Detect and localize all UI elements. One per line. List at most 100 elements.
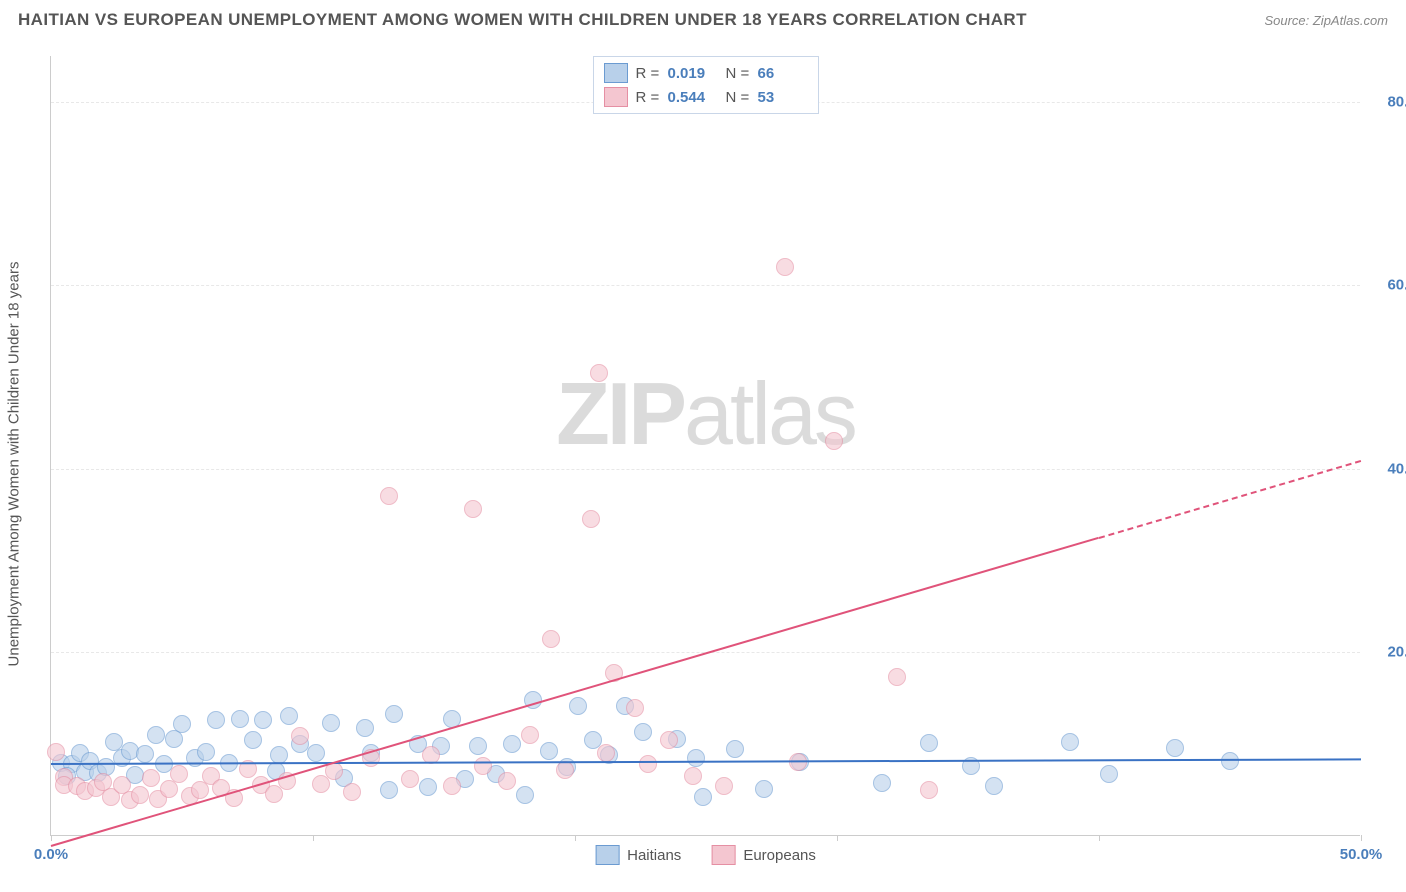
data-point (569, 697, 587, 715)
data-point (985, 777, 1003, 795)
data-point (521, 726, 539, 744)
data-point (322, 714, 340, 732)
data-point (380, 781, 398, 799)
data-point (920, 781, 938, 799)
data-point (380, 487, 398, 505)
stats-legend-row: R = 0.544 N = 53 (604, 85, 808, 109)
data-point (142, 769, 160, 787)
data-point (684, 767, 702, 785)
data-point (291, 727, 309, 745)
data-point (634, 723, 652, 741)
x-tick-mark (575, 835, 576, 841)
data-point (1100, 765, 1118, 783)
data-point (47, 743, 65, 761)
data-point (873, 774, 891, 792)
data-point (385, 705, 403, 723)
y-tick-label: 80.0% (1370, 93, 1406, 110)
data-point (715, 777, 733, 795)
data-point (207, 711, 225, 729)
legend-swatch (604, 87, 628, 107)
data-point (469, 737, 487, 755)
data-point (147, 726, 165, 744)
chart-container: Unemployment Among Women with Children U… (0, 36, 1406, 892)
data-point (173, 715, 191, 733)
x-tick-mark (1361, 835, 1362, 841)
legend-label: Europeans (743, 847, 816, 864)
data-point (639, 755, 657, 773)
data-point (356, 719, 374, 737)
r-value: 0.544 (668, 89, 718, 106)
data-point (888, 668, 906, 686)
n-value: 66 (758, 65, 808, 82)
data-point (244, 731, 262, 749)
legend-swatch (711, 845, 735, 865)
x-tick-mark (837, 835, 838, 841)
header: HAITIAN VS EUROPEAN UNEMPLOYMENT AMONG W… (0, 0, 1406, 36)
x-tick-mark (51, 835, 52, 841)
data-point (170, 765, 188, 783)
data-point (540, 742, 558, 760)
series-legend-item: Haitians (595, 845, 681, 865)
data-point (474, 757, 492, 775)
data-point (542, 630, 560, 648)
x-tick-mark (1099, 835, 1100, 841)
data-point (556, 761, 574, 779)
data-point (280, 707, 298, 725)
data-point (582, 510, 600, 528)
trend-line (51, 537, 1100, 847)
x-tick-label: 50.0% (1340, 846, 1383, 863)
legend-label: Haitians (627, 847, 681, 864)
r-label: R = (636, 65, 660, 82)
n-label: N = (726, 65, 750, 82)
data-point (419, 778, 437, 796)
trend-line (1099, 460, 1362, 539)
chart-title: HAITIAN VS EUROPEAN UNEMPLOYMENT AMONG W… (18, 10, 1027, 30)
gridline (51, 469, 1360, 470)
data-point (726, 740, 744, 758)
n-value: 53 (758, 89, 808, 106)
series-legend-item: Europeans (711, 845, 816, 865)
data-point (131, 786, 149, 804)
r-value: 0.019 (668, 65, 718, 82)
x-tick-label: 0.0% (34, 846, 68, 863)
gridline (51, 285, 1360, 286)
series-legend: Haitians Europeans (595, 845, 816, 865)
data-point (160, 780, 178, 798)
data-point (516, 786, 534, 804)
plot-area: ZIPatlas R =0.019N =66R =0.544N =53 Hait… (50, 56, 1360, 836)
data-point (1166, 739, 1184, 757)
data-point (776, 258, 794, 276)
data-point (443, 777, 461, 795)
data-point (755, 780, 773, 798)
data-point (464, 500, 482, 518)
stats-legend: R = 0.019 N = 66 R = 0.544 N = 53 (593, 56, 819, 114)
data-point (825, 432, 843, 450)
data-point (498, 772, 516, 790)
source-label: Source: ZipAtlas.com (1264, 13, 1388, 28)
data-point (687, 749, 705, 767)
y-axis-label: Unemployment Among Women with Children U… (6, 262, 23, 667)
r-label: R = (636, 89, 660, 106)
y-tick-label: 40.0% (1370, 460, 1406, 477)
data-point (503, 735, 521, 753)
data-point (590, 364, 608, 382)
data-point (197, 743, 215, 761)
data-point (1061, 733, 1079, 751)
legend-swatch (604, 63, 628, 83)
data-point (694, 788, 712, 806)
stats-legend-row: R = 0.019 N = 66 (604, 61, 808, 85)
data-point (920, 734, 938, 752)
y-tick-label: 20.0% (1370, 644, 1406, 661)
data-point (254, 711, 272, 729)
data-point (597, 744, 615, 762)
data-point (343, 783, 361, 801)
data-point (136, 745, 154, 763)
x-tick-mark (313, 835, 314, 841)
n-label: N = (726, 89, 750, 106)
watermark-zip: ZIP (556, 364, 684, 463)
data-point (401, 770, 419, 788)
legend-swatch (595, 845, 619, 865)
y-tick-label: 60.0% (1370, 277, 1406, 294)
data-point (626, 699, 644, 717)
data-point (307, 744, 325, 762)
